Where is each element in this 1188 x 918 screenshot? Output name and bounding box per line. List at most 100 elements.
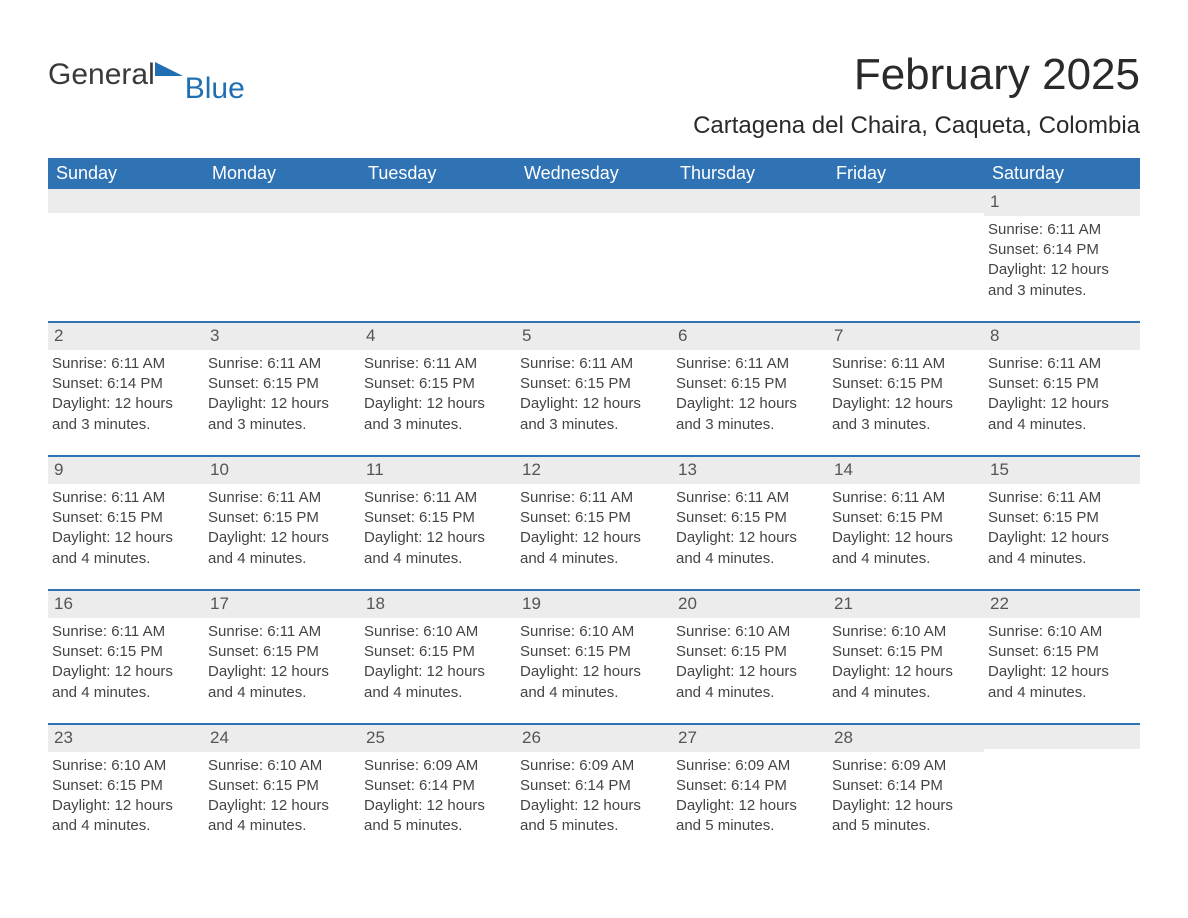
daylight-text: Daylight: 12 hours and 5 minutes. [364,796,512,837]
calendar-day [360,189,516,319]
sunset-text: Sunset: 6:15 PM [520,374,668,394]
sunrise-text: Sunrise: 6:11 AM [988,488,1136,508]
calendar-day: 19Sunrise: 6:10 AMSunset: 6:15 PMDayligh… [516,591,672,721]
title-block: February 2025 Cartagena del Chaira, Caqu… [693,50,1140,150]
sunrise-text: Sunrise: 6:11 AM [676,354,824,374]
daylight-text: Daylight: 12 hours and 3 minutes. [364,394,512,435]
daylight-text: Daylight: 12 hours and 5 minutes. [520,796,668,837]
calendar-day: 10Sunrise: 6:11 AMSunset: 6:15 PMDayligh… [204,457,360,587]
sunrise-text: Sunrise: 6:11 AM [364,354,512,374]
sunset-text: Sunset: 6:15 PM [364,508,512,528]
brand-text-1: General [48,58,155,92]
calendar-day: 25Sunrise: 6:09 AMSunset: 6:14 PMDayligh… [360,725,516,855]
weekday-header: Sunday [48,158,204,189]
daylight-text: Daylight: 12 hours and 4 minutes. [832,662,980,703]
sunset-text: Sunset: 6:15 PM [52,776,200,796]
sunset-text: Sunset: 6:15 PM [676,642,824,662]
calendar-day: 15Sunrise: 6:11 AMSunset: 6:15 PMDayligh… [984,457,1140,587]
location-label: Cartagena del Chaira, Caqueta, Colombia [693,112,1140,140]
sunrise-text: Sunrise: 6:10 AM [52,756,200,776]
sunset-text: Sunset: 6:15 PM [832,508,980,528]
day-number [672,189,828,213]
sunset-text: Sunset: 6:15 PM [208,508,356,528]
sunrise-text: Sunrise: 6:10 AM [676,622,824,642]
daylight-text: Daylight: 12 hours and 4 minutes. [52,662,200,703]
day-number: 17 [204,591,360,618]
sunset-text: Sunset: 6:15 PM [988,374,1136,394]
calendar-day: 20Sunrise: 6:10 AMSunset: 6:15 PMDayligh… [672,591,828,721]
calendar-week: 16Sunrise: 6:11 AMSunset: 6:15 PMDayligh… [48,589,1140,721]
sunrise-text: Sunrise: 6:11 AM [676,488,824,508]
day-number: 1 [984,189,1140,216]
sunset-text: Sunset: 6:15 PM [520,508,668,528]
daylight-text: Daylight: 12 hours and 4 minutes. [676,662,824,703]
calendar-day: 9Sunrise: 6:11 AMSunset: 6:15 PMDaylight… [48,457,204,587]
sunrise-text: Sunrise: 6:11 AM [364,488,512,508]
daylight-text: Daylight: 12 hours and 3 minutes. [208,394,356,435]
sunset-text: Sunset: 6:15 PM [208,642,356,662]
brand-text-2: Blue [185,72,245,106]
day-number: 19 [516,591,672,618]
daylight-text: Daylight: 12 hours and 4 minutes. [520,528,668,569]
sunset-text: Sunset: 6:15 PM [208,776,356,796]
day-number: 23 [48,725,204,752]
sunset-text: Sunset: 6:15 PM [52,508,200,528]
calendar-day [984,725,1140,855]
day-number: 26 [516,725,672,752]
day-number [48,189,204,213]
weekday-header: Wednesday [516,158,672,189]
day-number: 7 [828,323,984,350]
sunset-text: Sunset: 6:15 PM [676,508,824,528]
daylight-text: Daylight: 12 hours and 4 minutes. [988,662,1136,703]
calendar-day: 22Sunrise: 6:10 AMSunset: 6:15 PMDayligh… [984,591,1140,721]
sunset-text: Sunset: 6:15 PM [364,374,512,394]
sunset-text: Sunset: 6:15 PM [364,642,512,662]
calendar-day: 13Sunrise: 6:11 AMSunset: 6:15 PMDayligh… [672,457,828,587]
sunrise-text: Sunrise: 6:10 AM [520,622,668,642]
day-number: 12 [516,457,672,484]
calendar-day: 2Sunrise: 6:11 AMSunset: 6:14 PMDaylight… [48,323,204,453]
header: General Blue February 2025 Cartagena del… [48,50,1140,150]
calendar-day: 28Sunrise: 6:09 AMSunset: 6:14 PMDayligh… [828,725,984,855]
calendar-day: 8Sunrise: 6:11 AMSunset: 6:15 PMDaylight… [984,323,1140,453]
page-title: February 2025 [693,50,1140,100]
sunrise-text: Sunrise: 6:11 AM [208,488,356,508]
day-number: 13 [672,457,828,484]
calendar-day: 21Sunrise: 6:10 AMSunset: 6:15 PMDayligh… [828,591,984,721]
sunrise-text: Sunrise: 6:11 AM [832,354,980,374]
weekday-header: Saturday [984,158,1140,189]
day-number: 14 [828,457,984,484]
daylight-text: Daylight: 12 hours and 4 minutes. [208,796,356,837]
sunrise-text: Sunrise: 6:11 AM [208,622,356,642]
day-number: 9 [48,457,204,484]
sunrise-text: Sunrise: 6:09 AM [364,756,512,776]
weekday-header: Tuesday [360,158,516,189]
daylight-text: Daylight: 12 hours and 5 minutes. [832,796,980,837]
sunset-text: Sunset: 6:15 PM [208,374,356,394]
day-number: 21 [828,591,984,618]
daylight-text: Daylight: 12 hours and 4 minutes. [52,796,200,837]
sunset-text: Sunset: 6:15 PM [832,642,980,662]
weekday-header-row: Sunday Monday Tuesday Wednesday Thursday… [48,158,1140,189]
daylight-text: Daylight: 12 hours and 3 minutes. [676,394,824,435]
day-number [204,189,360,213]
calendar-day: 14Sunrise: 6:11 AMSunset: 6:15 PMDayligh… [828,457,984,587]
calendar-day: 16Sunrise: 6:11 AMSunset: 6:15 PMDayligh… [48,591,204,721]
calendar-day: 23 Sunrise: 6:10 AMSunset: 6:15 PMDayligh… [48,725,204,855]
day-number [516,189,672,213]
sunset-text: Sunset: 6:15 PM [52,642,200,662]
day-number: 2 [48,323,204,350]
sunrise-text: Sunrise: 6:11 AM [520,488,668,508]
calendar-week: 9Sunrise: 6:11 AMSunset: 6:15 PMDaylight… [48,455,1140,587]
calendar-day: 18Sunrise: 6:10 AMSunset: 6:15 PMDayligh… [360,591,516,721]
calendar-day [48,189,204,319]
weekday-header: Friday [828,158,984,189]
daylight-text: Daylight: 12 hours and 3 minutes. [988,260,1136,301]
sunrise-text: Sunrise: 6:10 AM [208,756,356,776]
sunrise-text: Sunrise: 6:09 AM [676,756,824,776]
sunrise-text: Sunrise: 6:11 AM [208,354,356,374]
sunset-text: Sunset: 6:14 PM [676,776,824,796]
sunset-text: Sunset: 6:15 PM [988,642,1136,662]
daylight-text: Daylight: 12 hours and 4 minutes. [364,662,512,703]
weekday-header: Thursday [672,158,828,189]
